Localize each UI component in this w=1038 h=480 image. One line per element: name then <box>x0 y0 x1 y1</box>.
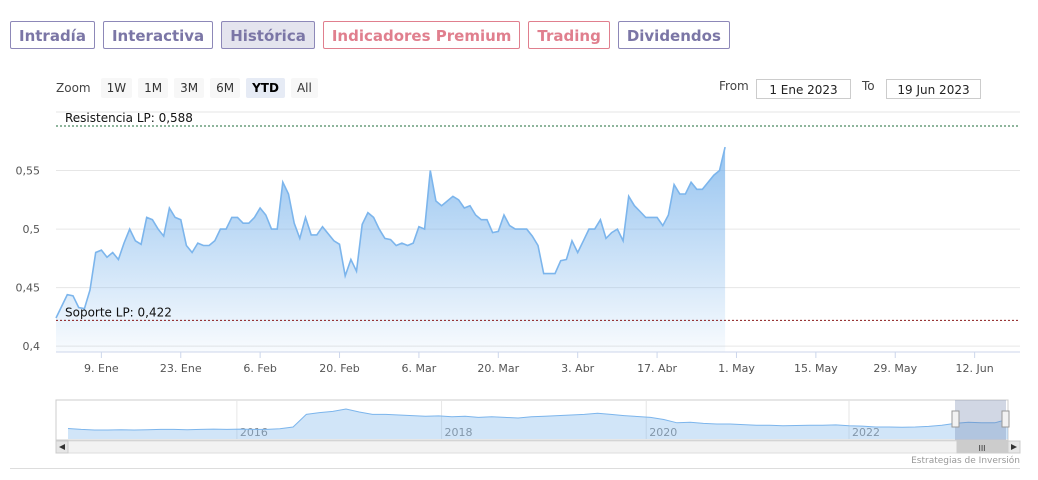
x-tick-label: 12. Jun <box>956 362 994 375</box>
bottom-divider <box>10 468 1020 469</box>
price-line <box>55 146 726 319</box>
zoom-label: Zoom <box>56 81 91 95</box>
scroll-left-arrow-icon <box>59 444 65 450</box>
navigator-year-label: 2020 <box>649 426 677 439</box>
x-tick-label: 29. May <box>873 362 917 375</box>
range-from-label: From <box>719 79 749 93</box>
y-tick-label: 0,5 <box>23 223 41 236</box>
zoom-button-6m[interactable]: 6M <box>210 78 241 98</box>
x-tick-label: 3. Abr <box>561 362 594 375</box>
navigator-line <box>67 408 1009 431</box>
navigator-handle-right <box>1001 410 1010 428</box>
zoom-bar: Zoom 1W 1M 3M 6M YTD All <box>56 78 318 98</box>
x-tick-label: 23. Ene <box>160 362 202 375</box>
x-tick-label: 17. Abr <box>637 362 677 375</box>
range-from-input[interactable]: 1 Ene 2023 <box>756 79 851 99</box>
navigator-window <box>955 400 1006 440</box>
x-tick-label: 20. Feb <box>319 362 359 375</box>
scroll-right-arrow-icon <box>1011 444 1017 450</box>
x-tick-label: 9. Ene <box>84 362 119 375</box>
x-tick-label: 20. Mar <box>477 362 519 375</box>
chart-credit[interactable]: Estrategias de Inversión <box>911 456 1020 466</box>
tab-trading[interactable]: Trading <box>528 21 610 49</box>
price-area <box>56 147 726 352</box>
x-tick-label: 6. Mar <box>402 362 437 375</box>
support-label: Soporte LP: 0,422 <box>65 305 172 319</box>
range-to-label: To <box>862 79 875 93</box>
resistance-label: Resistencia LP: 0,588 <box>65 111 193 125</box>
x-tick-label: 15. May <box>794 362 838 375</box>
range-to-input[interactable]: 19 Jun 2023 <box>886 79 981 99</box>
zoom-button-1m[interactable]: 1M <box>138 78 169 98</box>
x-tick-label: 6. Feb <box>243 362 276 375</box>
tab-interactiva[interactable]: Interactiva <box>102 21 214 49</box>
tab-dividendos[interactable]: Dividendos <box>617 21 730 49</box>
scrollbar-track <box>55 440 1021 454</box>
navigator-area <box>68 409 1008 439</box>
y-tick-label: 0,55 <box>16 165 41 178</box>
tab-indicadores-premium[interactable]: Indicadores Premium <box>322 21 521 49</box>
tab-hist-rica[interactable]: Histórica <box>221 21 315 49</box>
zoom-button-1w[interactable]: 1W <box>100 78 133 98</box>
zoom-button-all[interactable]: All <box>290 78 318 98</box>
tab-intrad-a[interactable]: Intradía <box>10 21 95 49</box>
scrollbar-grip-icon: III <box>978 444 985 453</box>
y-tick-label: 0,4 <box>23 340 41 353</box>
x-tick-label: 1. May <box>718 362 755 375</box>
navigator-year-label: 2018 <box>445 426 473 439</box>
zoom-button-3m[interactable]: 3M <box>174 78 205 98</box>
zoom-button-ytd[interactable]: YTD <box>246 78 285 98</box>
navigator-handle-left <box>951 410 960 428</box>
navigator-year-label: 2022 <box>852 426 880 439</box>
scrollbar-thumb <box>956 440 1008 454</box>
y-tick-label: 0,45 <box>16 282 41 295</box>
section-tabs: Intradía Interactiva Histórica Indicadores … <box>10 21 730 49</box>
